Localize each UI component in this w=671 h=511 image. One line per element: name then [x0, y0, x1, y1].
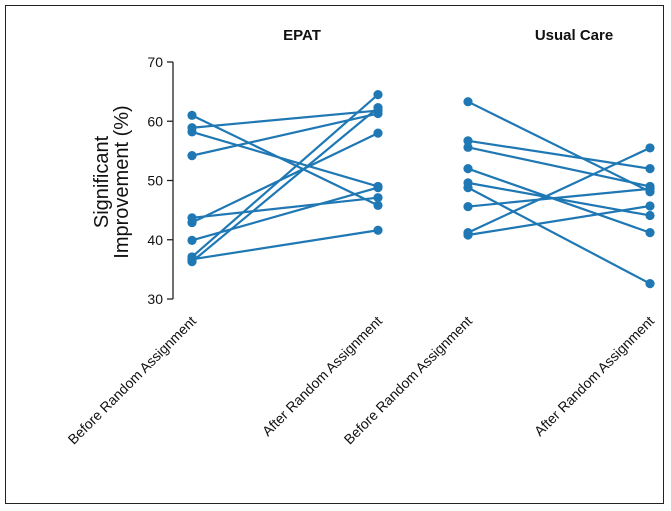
y-axis: 30 40 50 60 70: [147, 54, 174, 307]
data-point-after: [373, 128, 383, 138]
data-point-before: [187, 151, 197, 161]
series-line: [187, 183, 383, 245]
y-tick-label: 30: [147, 291, 163, 307]
data-point-after: [645, 164, 655, 174]
series-line: [187, 110, 383, 210]
data-point-before: [463, 183, 473, 193]
data-point-before: [463, 201, 473, 212]
data-point-after: [373, 193, 383, 203]
panel-title: Usual Care: [535, 27, 613, 44]
series-segment: [467, 146, 651, 234]
series-segment: [191, 106, 379, 263]
series-segment: [191, 132, 379, 224]
series-line: [187, 128, 383, 228]
data-point-before: [187, 110, 197, 120]
series-segment: [191, 196, 379, 219]
series-segment: [467, 204, 651, 237]
series-line: [187, 89, 383, 262]
series-line: [463, 136, 655, 174]
data-point-before: [463, 230, 473, 240]
y-axis-label: Significant Improvement (%): [91, 105, 133, 258]
series-segment: [467, 146, 651, 188]
data-point-after: [645, 143, 655, 153]
y-tick-label: 40: [147, 232, 163, 248]
data-point-after: [373, 183, 383, 193]
series-line: [187, 103, 383, 267]
data-point-after: [645, 201, 655, 211]
series-line: [187, 127, 383, 192]
series-segment: [191, 130, 379, 188]
series-segment: [467, 167, 651, 234]
y-tick-label: 50: [147, 173, 163, 189]
series-segment: [191, 93, 379, 258]
figure-frame: Significant Improvement (%) 30 40 50 60 70 E…: [5, 5, 664, 504]
data-point-after: [645, 228, 655, 238]
series-segment: [467, 100, 651, 193]
series-segment: [191, 186, 379, 242]
data-point-after: [373, 225, 383, 235]
x-category-label: Before Random Assignment: [65, 313, 200, 448]
data-point-after: [373, 103, 383, 113]
data-point-after: [645, 278, 655, 289]
data-point-after: [373, 89, 383, 100]
series-segment: [191, 109, 379, 129]
data-point-before: [463, 97, 473, 107]
series-line: [463, 142, 655, 192]
data-point-before: [187, 257, 197, 267]
x-category-label: After Random Assignment: [531, 313, 657, 439]
y-tick-label: 60: [147, 113, 163, 129]
y-tick-label: 70: [147, 54, 163, 70]
panel-title: EPAT: [283, 27, 321, 44]
data-point-after: [645, 210, 655, 221]
series-line: [187, 193, 383, 223]
series-line: [463, 164, 655, 238]
data-point-after: [645, 184, 655, 194]
series-segment: [467, 187, 651, 208]
data-point-after: [373, 200, 383, 210]
data-point-before: [463, 136, 473, 146]
data-point-before: [187, 235, 197, 245]
data-point-before: [187, 127, 197, 137]
series-segment: [467, 139, 651, 170]
series-segment: [191, 229, 379, 261]
series-line: [463, 201, 655, 240]
data-point-before: [463, 142, 473, 152]
series-segment: [467, 186, 651, 285]
y-axis-label-line-2: Improvement (%): [111, 105, 133, 258]
series-segment: [191, 114, 379, 207]
chart: Significant Improvement (%) 30 40 50 60 70 E…: [65, 27, 658, 448]
data-point-before: [187, 217, 197, 228]
data-point-before: [463, 164, 473, 174]
series-line: [463, 184, 655, 212]
y-axis-label-line-1: Significant: [91, 135, 113, 228]
series-line: [187, 225, 383, 264]
